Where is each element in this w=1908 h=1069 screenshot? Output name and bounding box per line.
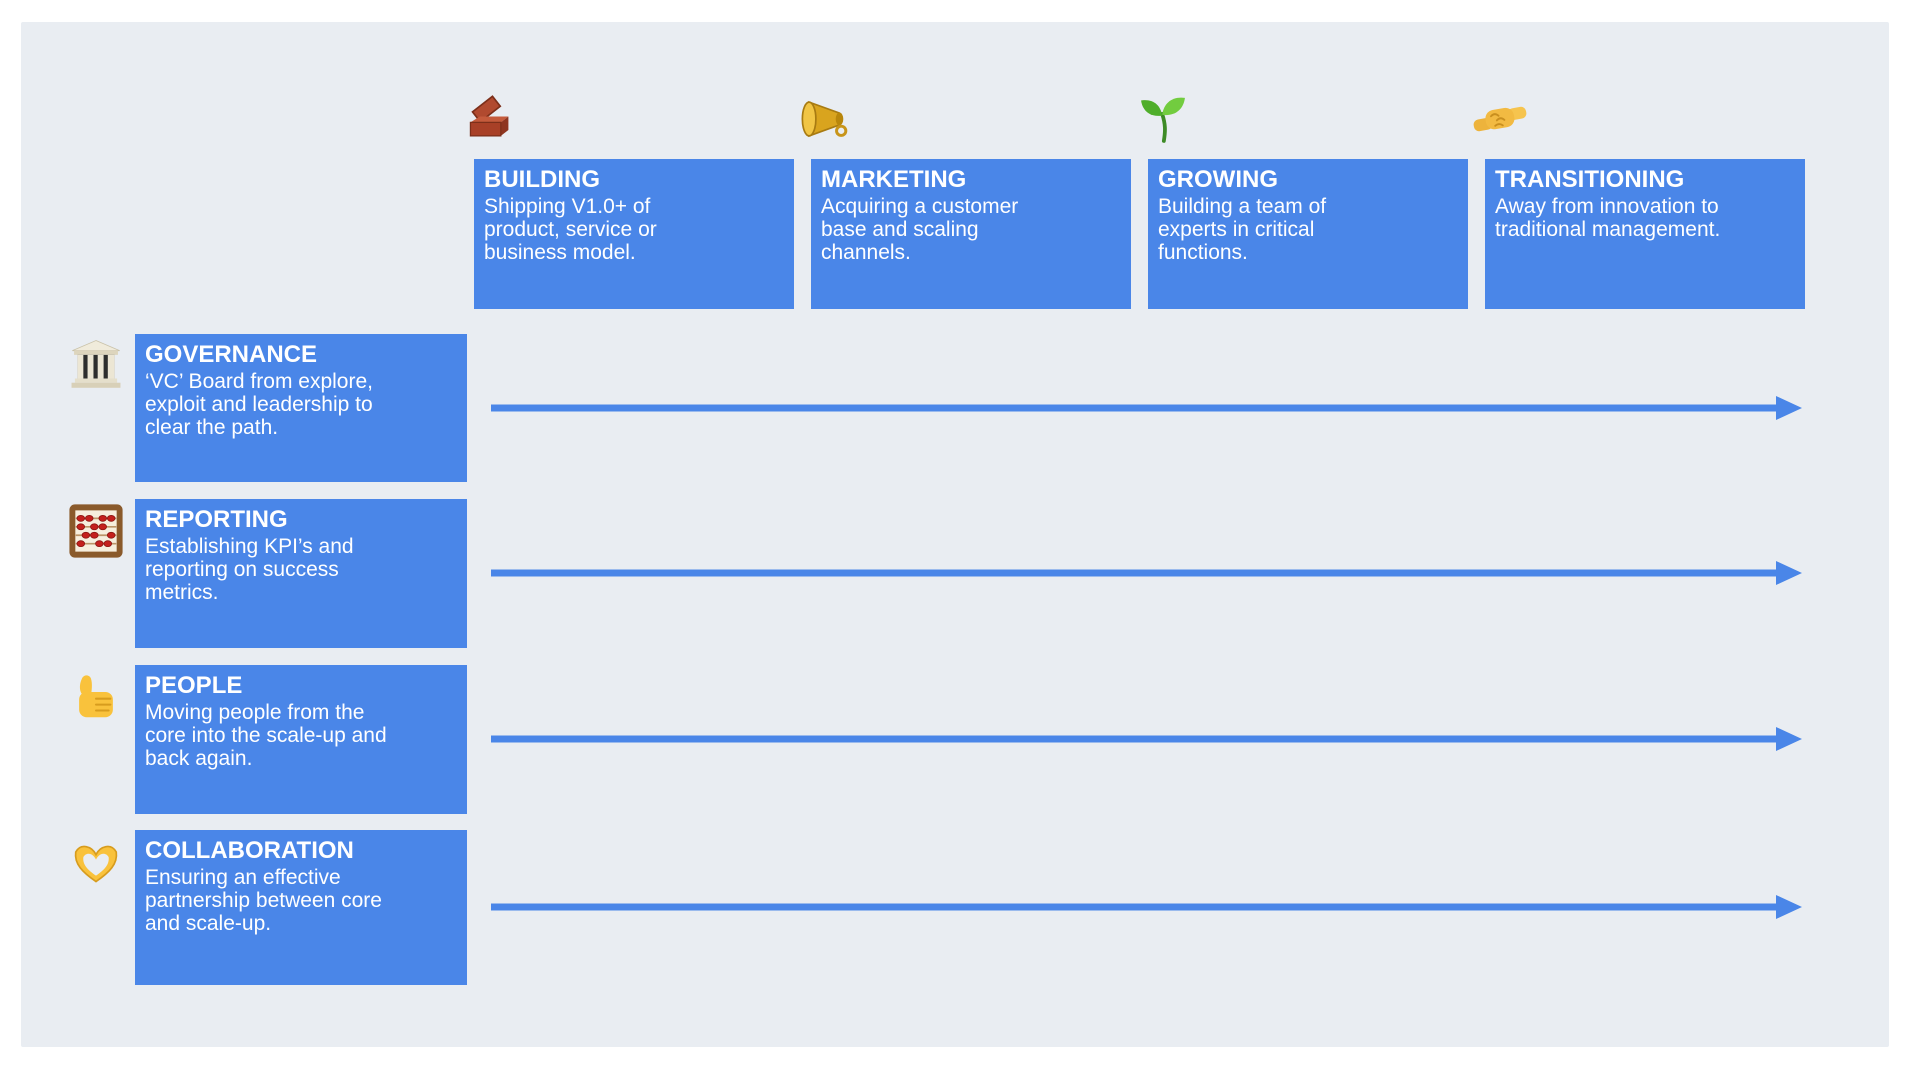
column-title: BUILDING [484,166,600,193]
row-description: Establishing KPI’s and reporting on succ… [145,535,354,604]
row-description: Moving people from the core into the sca… [145,701,387,770]
column-title: TRANSITIONING [1495,166,1685,193]
column-header-growing: GROWING Building a team of experts in cr… [1148,159,1468,309]
column-description: Shipping V1.0+ of product, service or bu… [484,195,657,264]
seedling-icon [1136,92,1190,146]
column-header-building: BUILDING Shipping V1.0+ of product, serv… [474,159,794,309]
classical-building-icon [69,338,123,392]
row-header-reporting: REPORTING Establishing KPI’s and reporti… [135,499,467,648]
column-title: MARKETING [821,166,967,193]
brick-icon [462,92,516,146]
column-header-transitioning: TRANSITIONING Away from innovation to tr… [1485,159,1805,309]
column-header-marketing: MARKETING Acquiring a customer base and … [811,159,1131,309]
row-header-governance: GOVERNANCE ‘VC’ Board from explore, expl… [135,334,467,482]
row-description: Ensuring an effective partnership betwee… [145,866,382,935]
heart-hands-icon [69,836,123,890]
column-description: Away from innovation to traditional mana… [1495,195,1721,241]
row-title: GOVERNANCE [145,341,318,368]
row-header-people: PEOPLE Moving people from the core into … [135,665,467,814]
row-header-collaboration: COLLABORATION Ensuring an effective part… [135,830,467,985]
handshake-icon [1473,92,1527,146]
megaphone-icon [799,92,853,146]
column-title: GROWING [1158,166,1278,193]
row-description: ‘VC’ Board from explore, exploit and lea… [145,370,373,439]
abacus-icon [69,504,123,558]
row-title: REPORTING [145,506,288,533]
column-description: Building a team of experts in critical f… [1158,195,1327,264]
row-title: PEOPLE [145,672,243,699]
column-description: Acquiring a customer base and scaling ch… [821,195,1019,264]
row-title: COLLABORATION [145,837,354,864]
thumbs-up-icon [69,670,123,724]
